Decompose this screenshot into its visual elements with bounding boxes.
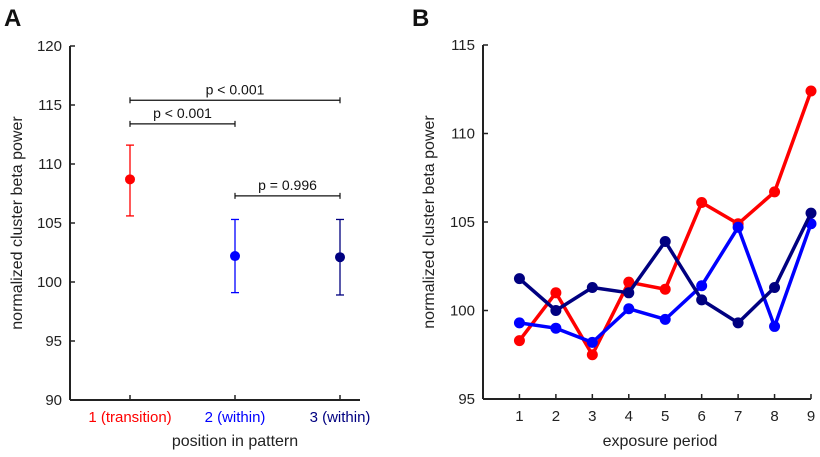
series-point — [586, 349, 598, 361]
x-tick-label-b: 7 — [734, 408, 742, 425]
x-tick-label-b: 4 — [625, 408, 633, 425]
y-tick-label-a: 120 — [37, 38, 62, 55]
x-tick-label-b: 6 — [697, 408, 705, 425]
data-point — [230, 251, 240, 262]
data-point — [335, 252, 345, 263]
series-point — [586, 336, 598, 348]
x-tick-label-b: 2 — [552, 408, 560, 425]
series-point — [513, 317, 525, 329]
x-tick-label-b: 9 — [807, 408, 815, 425]
y-tick-label-b: 105 — [450, 214, 475, 231]
series-point — [623, 287, 635, 299]
x-tick-label-a: 2 (within) — [205, 409, 266, 426]
series-point — [513, 335, 525, 347]
series-point — [696, 294, 708, 306]
series-point — [769, 281, 781, 293]
y-tick-label-a: 100 — [37, 274, 62, 291]
series-point — [769, 186, 781, 198]
y-tick-label-b: 110 — [451, 126, 475, 143]
y-tick-label-b: 95 — [458, 391, 475, 408]
series-point — [732, 221, 744, 233]
series-point — [659, 235, 671, 247]
y-tick-label-a: 110 — [38, 156, 62, 173]
series-point — [550, 305, 562, 316]
series-point — [769, 320, 781, 332]
series-point — [805, 85, 817, 97]
y-tick-label-a: 105 — [37, 215, 62, 232]
series-point — [696, 280, 708, 292]
y-tick-label-b: 115 — [451, 37, 475, 54]
x-tick-label-a: 3 (within) — [310, 409, 371, 426]
y-tick-label-a: 90 — [45, 392, 62, 409]
p-value-label: p < 0.001 — [206, 81, 265, 97]
x-axis-label-a: position in pattern — [172, 433, 298, 450]
x-tick-label-a: 1 (transition) — [88, 409, 171, 426]
series-point — [623, 276, 635, 288]
y-axis-label-b: normalized cluster beta power — [421, 115, 438, 329]
series-point — [550, 322, 562, 334]
panel-label-b: B — [412, 5, 429, 32]
series-point — [550, 287, 562, 299]
x-tick-label-b: 3 — [588, 408, 596, 425]
x-tick-label-b: 5 — [661, 408, 669, 425]
series-point — [805, 207, 817, 219]
series-point — [659, 283, 671, 295]
series-point — [513, 273, 525, 285]
series-point — [696, 197, 708, 209]
series-point — [732, 317, 744, 329]
panel-label-a: A — [4, 5, 21, 32]
p-value-label: p < 0.001 — [153, 105, 212, 121]
y-tick-label-a: 115 — [38, 97, 62, 114]
p-value-label: p = 0.996 — [258, 177, 317, 193]
y-tick-label-b: 100 — [450, 303, 475, 320]
series-point — [623, 303, 635, 315]
series-point — [586, 281, 598, 293]
series-point — [659, 313, 671, 325]
x-tick-label-b: 1 — [515, 408, 523, 425]
data-point — [125, 174, 135, 185]
y-axis-label-a: normalized cluster beta power — [9, 116, 26, 330]
x-axis-label-b: exposure period — [603, 433, 718, 450]
x-tick-label-b: 8 — [770, 408, 778, 425]
y-tick-label-a: 95 — [45, 333, 62, 350]
